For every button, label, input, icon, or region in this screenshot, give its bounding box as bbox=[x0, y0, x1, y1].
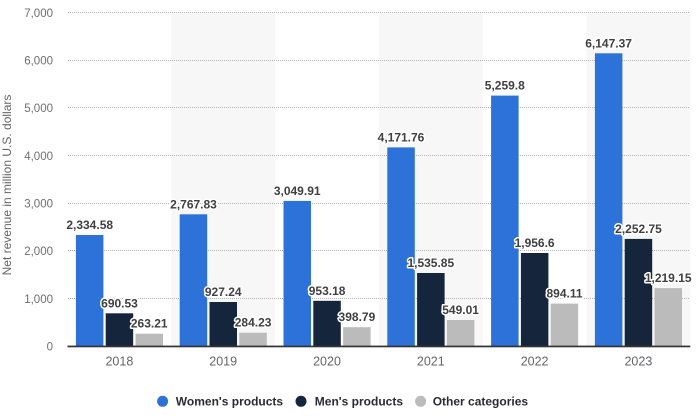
svg-text:Net revenue in million U.S. do: Net revenue in million U.S. dollars bbox=[0, 95, 14, 276]
svg-text:5,000: 5,000 bbox=[24, 103, 53, 115]
svg-text:2020: 2020 bbox=[313, 355, 341, 369]
svg-text:Women's products: Women's products bbox=[176, 395, 284, 409]
svg-text:2,000: 2,000 bbox=[24, 246, 53, 258]
svg-text:0: 0 bbox=[47, 341, 53, 353]
svg-text:398.79: 398.79 bbox=[339, 310, 376, 324]
svg-text:2018: 2018 bbox=[105, 355, 133, 369]
svg-text:2019: 2019 bbox=[209, 355, 237, 369]
svg-text:2021: 2021 bbox=[417, 355, 445, 369]
svg-text:6,000: 6,000 bbox=[24, 56, 53, 68]
svg-text:4,000: 4,000 bbox=[24, 151, 53, 163]
svg-text:1,000: 1,000 bbox=[24, 294, 53, 306]
svg-text:1,535.85: 1,535.85 bbox=[407, 256, 454, 270]
svg-text:690.53: 690.53 bbox=[101, 296, 138, 310]
svg-text:3,049.91: 3,049.91 bbox=[274, 184, 321, 198]
svg-text:284.23: 284.23 bbox=[235, 316, 272, 330]
svg-text:1,219.15: 1,219.15 bbox=[645, 271, 692, 285]
svg-text:953.18: 953.18 bbox=[309, 284, 346, 298]
svg-text:5,259.8: 5,259.8 bbox=[485, 79, 525, 93]
svg-text:Other categories: Other categories bbox=[433, 395, 529, 409]
svg-text:2,252.75: 2,252.75 bbox=[615, 222, 662, 236]
svg-text:894.11: 894.11 bbox=[546, 287, 582, 301]
svg-text:6,147.37: 6,147.37 bbox=[585, 36, 632, 50]
svg-text:Men's products: Men's products bbox=[315, 395, 404, 409]
svg-text:927.24: 927.24 bbox=[205, 285, 242, 299]
svg-text:2022: 2022 bbox=[521, 355, 549, 369]
svg-text:549.01: 549.01 bbox=[442, 303, 479, 317]
svg-text:3,000: 3,000 bbox=[24, 199, 53, 211]
svg-text:1,956.6: 1,956.6 bbox=[515, 236, 555, 250]
svg-text:4,171.76: 4,171.76 bbox=[378, 130, 425, 144]
svg-text:2023: 2023 bbox=[624, 355, 652, 369]
svg-text:7,000: 7,000 bbox=[24, 8, 53, 20]
svg-text:263.21: 263.21 bbox=[131, 317, 168, 331]
svg-text:2,767.83: 2,767.83 bbox=[170, 197, 217, 211]
svg-text:2,334.58: 2,334.58 bbox=[66, 218, 113, 232]
